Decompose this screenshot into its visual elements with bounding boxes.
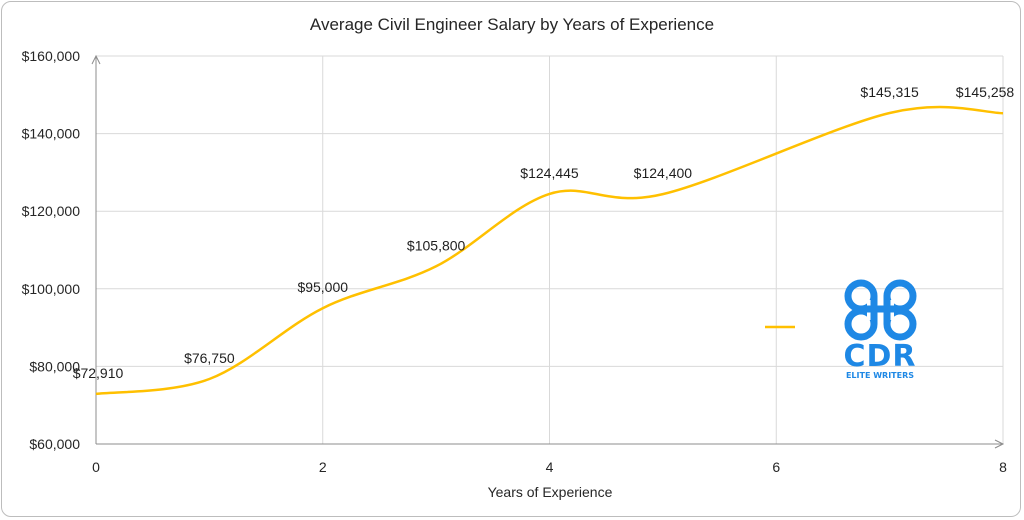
data-label: $145,315: [860, 84, 919, 100]
x-tick-label: 6: [772, 459, 780, 475]
logo-text: CDR: [843, 339, 916, 374]
data-label: $95,000: [297, 279, 348, 295]
axes: [91, 54, 1005, 449]
logo-subtext: ELITE WRITERS: [846, 371, 914, 380]
x-tick-label: 4: [546, 459, 554, 475]
series-line: [95, 105, 1004, 396]
y-tick-label: $120,000: [22, 203, 81, 219]
cdr-logo: CDR ELITE WRITERS: [843, 279, 917, 380]
x-axis-title: Years of Experience: [488, 484, 613, 500]
y-tick-label: $160,000: [22, 48, 81, 64]
y-axis-arrow: [91, 54, 101, 65]
y-tick-label: $60,000: [29, 436, 80, 452]
data-label: $105,800: [407, 237, 466, 253]
y-tick-label: $140,000: [22, 126, 81, 142]
grid-lines: [96, 55, 1004, 444]
x-axis-arrow: [994, 439, 1005, 449]
data-label: $72,910: [73, 365, 124, 381]
tick-labels: $60,000 $80,000 $100,000 $120,000 $140,000 $1…: [22, 48, 1008, 475]
data-labels: $72,910 $76,750 $95,000 $105,800 $124,445 $12…: [73, 84, 1015, 381]
x-tick-label: 2: [319, 459, 327, 475]
data-label: $145,258: [956, 84, 1015, 100]
y-tick-label: $100,000: [22, 281, 81, 297]
x-tick-label: 8: [999, 459, 1007, 475]
x-tick-label: 0: [92, 459, 100, 475]
chart-title: Average Civil Engineer Salary by Years o…: [310, 15, 714, 34]
data-label: $124,445: [520, 165, 579, 181]
y-tick-label: $80,000: [29, 358, 80, 374]
command-key-icon: [844, 279, 917, 341]
data-label: $76,750: [184, 350, 235, 366]
data-label: $124,400: [634, 165, 693, 181]
